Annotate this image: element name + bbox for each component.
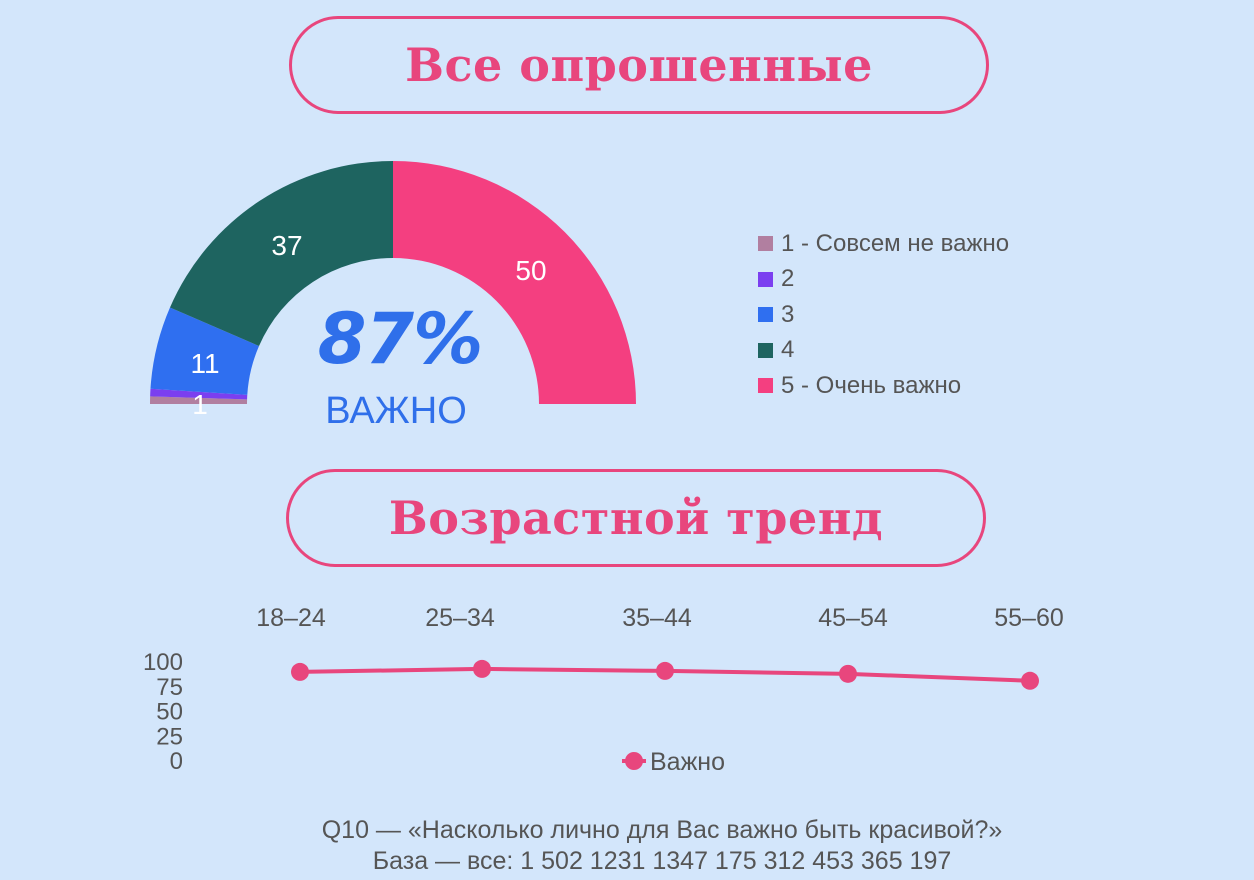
- y-tick-label: 25: [156, 723, 183, 750]
- x-tick-label: 18–24: [256, 604, 326, 632]
- legend-item: 4: [758, 333, 1009, 369]
- title-all: Все опрошенные: [405, 38, 873, 92]
- y-tick-label: 75: [156, 674, 183, 701]
- donut-slice: [169, 161, 393, 347]
- x-tick-label: 35–44: [622, 604, 692, 632]
- donut-data-label: 1: [192, 389, 208, 420]
- data-point: [1021, 671, 1039, 690]
- x-tick-label: 45–54: [818, 604, 888, 632]
- legend-label: 3: [781, 300, 795, 328]
- section-title-trend: Возрастной тренд: [286, 469, 986, 567]
- legend-swatch: [758, 236, 773, 252]
- legend-marker: [625, 752, 643, 770]
- donut-legend: 1 - Совсем не важно 2 3 4 5 - Очень важн…: [758, 226, 1009, 404]
- question-note: Q10 — «Насколько лично для Вас важно быт…: [321, 816, 1003, 844]
- important-percent: 87%: [317, 298, 484, 380]
- legend-item: 1 - Совсем не важно: [758, 226, 1009, 262]
- y-tick-label: 50: [156, 699, 183, 726]
- legend-label: 5 - Очень важно: [781, 371, 962, 399]
- legend-item: 2: [758, 262, 1009, 298]
- y-tick-label: 0: [170, 748, 183, 775]
- x-tick-label: 55–60: [994, 604, 1064, 632]
- data-point: [656, 661, 674, 680]
- donut-data-label: 50: [515, 255, 546, 286]
- legend-swatch: [758, 307, 773, 323]
- legend-label: 2: [781, 265, 795, 293]
- legend-label: 4: [781, 336, 795, 364]
- data-point: [291, 662, 309, 681]
- legend-label: 1 - Совсем не важно: [781, 229, 1010, 257]
- title-trend: Возрастной тренд: [388, 491, 884, 545]
- donut-slice: [150, 307, 260, 395]
- x-tick-label: 25–34: [425, 604, 495, 632]
- legend-item: 5 - Очень важно: [758, 368, 1009, 404]
- donut-slice: [393, 161, 636, 404]
- legend-label: Важно: [650, 748, 725, 776]
- data-point: [839, 664, 857, 683]
- y-tick-label: 100: [143, 649, 183, 676]
- donut-slice: [150, 396, 248, 404]
- legend-swatch: [758, 378, 773, 394]
- donut-data-label: 37: [271, 230, 302, 261]
- legend-swatch: [758, 271, 773, 287]
- donut-data-label: 11: [190, 348, 219, 379]
- important-label: ВАЖНО: [325, 390, 467, 432]
- data-point: [473, 659, 491, 678]
- section-title-all: Все опрошенные: [289, 16, 989, 114]
- base-note: База — все: 1 502 1231 1347 175 312 453 …: [372, 847, 952, 875]
- legend-item: 3: [758, 297, 1009, 333]
- donut-slice: [150, 388, 248, 400]
- legend-swatch: [758, 342, 773, 358]
